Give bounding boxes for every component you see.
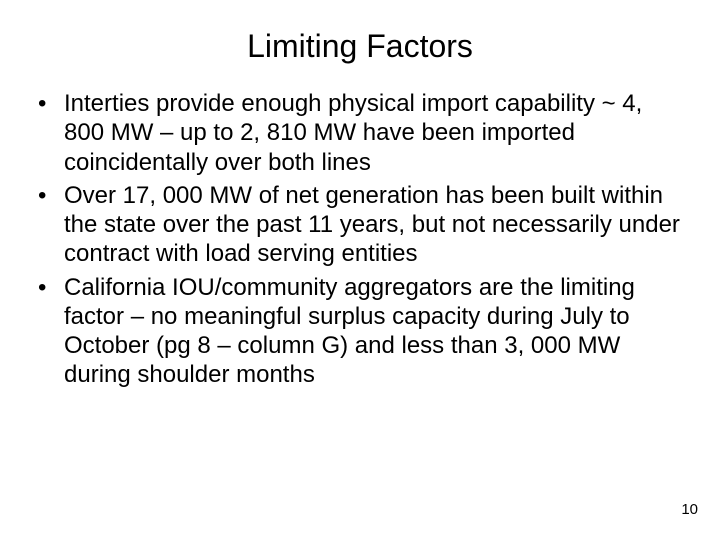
slide-body: Interties provide enough physical import… [0, 89, 720, 390]
slide: Limiting Factors Interties provide enoug… [0, 0, 720, 540]
page-number: 10 [681, 501, 698, 518]
bullet-item: Over 17, 000 MW of net generation has be… [34, 181, 686, 269]
bullet-item: Interties provide enough physical import… [34, 89, 686, 177]
slide-title: Limiting Factors [0, 0, 720, 89]
bullet-item: California IOU/community aggregators are… [34, 273, 686, 390]
bullet-list: Interties provide enough physical import… [34, 89, 686, 390]
